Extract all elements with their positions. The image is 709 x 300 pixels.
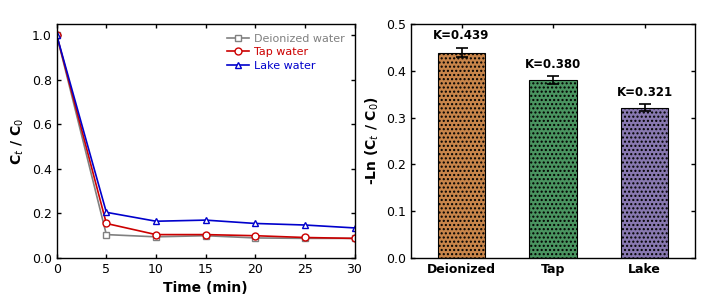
- Text: K=0.439: K=0.439: [433, 29, 490, 42]
- Lake water: [152, 219, 160, 223]
- Deionized water: [301, 237, 309, 240]
- Legend: Deionized water, Tap water, Lake water: Deionized water, Tap water, Lake water: [223, 30, 349, 75]
- Text: K=0.380: K=0.380: [525, 58, 581, 71]
- Deionized water: [152, 235, 160, 238]
- Y-axis label: C$_t$ / C$_0$: C$_t$ / C$_0$: [10, 118, 26, 164]
- Bar: [620, 108, 669, 258]
- Bar: [529, 80, 577, 258]
- Tap water: [201, 233, 210, 236]
- X-axis label: Time (min): Time (min): [163, 281, 248, 296]
- Line: Lake water: Lake water: [53, 32, 358, 231]
- Deionized water: [52, 33, 61, 37]
- Text: b: b: [360, 0, 376, 5]
- Lake water: [102, 211, 111, 214]
- Deionized water: [201, 234, 210, 238]
- Lake water: [201, 218, 210, 222]
- Lake water: [350, 226, 359, 230]
- Lake water: [301, 223, 309, 227]
- Deionized water: [102, 233, 111, 236]
- Text: K=0.321: K=0.321: [616, 86, 673, 99]
- Tap water: [350, 237, 359, 240]
- Tap water: [301, 236, 309, 239]
- Lake water: [52, 33, 61, 37]
- Tap water: [152, 233, 160, 236]
- Y-axis label: -Ln (C$_t$ / C$_0$): -Ln (C$_t$ / C$_0$): [364, 97, 381, 185]
- Tap water: [102, 222, 111, 225]
- Lake water: [251, 222, 259, 225]
- Bar: [437, 52, 486, 258]
- Line: Deionized water: Deionized water: [53, 32, 358, 242]
- Tap water: [52, 33, 61, 37]
- Line: Tap water: Tap water: [53, 32, 358, 242]
- Tap water: [251, 234, 259, 238]
- Deionized water: [251, 236, 259, 240]
- Text: a: a: [12, 0, 26, 5]
- Deionized water: [350, 237, 359, 240]
